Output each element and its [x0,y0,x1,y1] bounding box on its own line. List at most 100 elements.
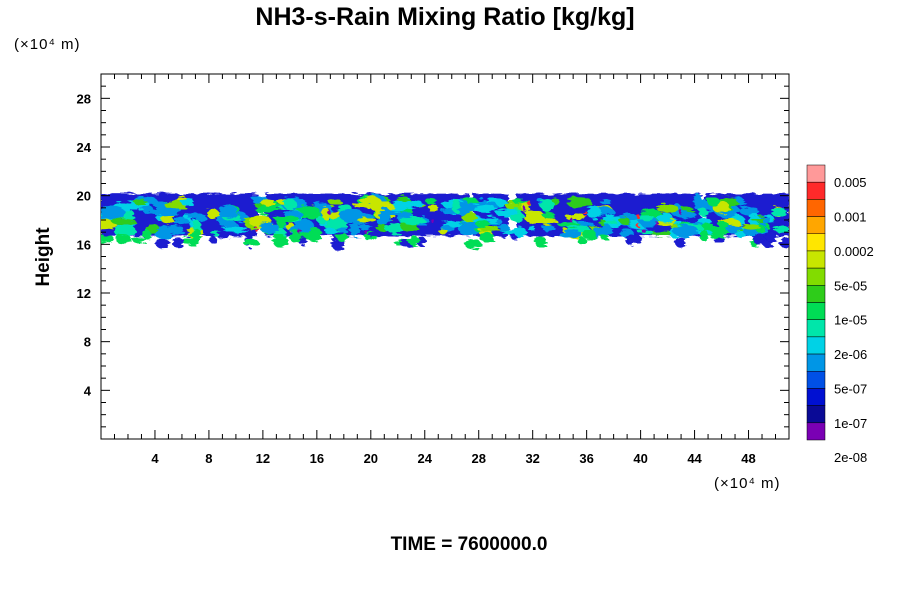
rain-cell [488,198,507,203]
rain-drip [479,231,495,243]
rain-cell [206,208,220,219]
rain-cell [527,225,536,231]
x-tick-label: 12 [256,451,270,466]
rain-cell [603,220,618,226]
rain-cell [599,199,612,204]
rain-cell [707,196,721,207]
y-tick-label: 12 [77,286,91,301]
chart-title: NH3-s-Rain Mixing Ratio [kg/kg] [255,3,634,31]
rain-cell [424,198,438,204]
rain-cell [349,223,360,237]
rain-speck [255,227,259,233]
x-tick-label: 48 [741,451,755,466]
rain-drip [142,229,151,240]
x-tick-label: 20 [364,451,378,466]
rain-speck [297,228,301,234]
time-label: TIME = 7600000.0 [391,534,548,555]
x-tick-label: 44 [687,451,702,466]
rain-cell [328,199,342,205]
colorbar-label: 0.001 [834,210,867,225]
rain-speck [655,221,659,227]
rain-layer-field [101,191,789,251]
rain-cell [114,224,136,237]
rain-speck [678,209,682,215]
y-axis: 4 8 12 16 20 24 28 [77,85,789,428]
colorbar-swatch [806,267,826,286]
rain-cell [180,197,195,207]
rain-cell [587,206,602,219]
rain-drip [763,232,778,241]
colorbar-swatch [806,164,826,183]
rain-drip [307,231,322,243]
rain-speck [642,228,646,234]
rain-speck [636,222,640,228]
rain-cell [329,212,339,220]
rain-cell [726,225,743,234]
rain-cell [428,204,439,213]
rain-cell [321,206,330,220]
rain-cell [339,208,361,222]
rain-drip [577,237,587,245]
colorbar-label: 1e-05 [834,313,867,328]
colorbar-label: 2e-06 [834,347,867,362]
x-axis: 4 8 12 16 20 24 28 32 36 40 44 48 [113,74,777,466]
rain-cell [111,218,136,225]
rain-drip [510,234,517,239]
y-tick-label: 4 [84,383,92,398]
rain-cell [762,216,772,225]
colorbar-label: 1e-07 [834,416,867,431]
rain-drip [298,236,307,246]
rain-speck [364,228,368,234]
colorbar-label: 2e-08 [834,450,867,465]
rain-drip [155,238,171,249]
rain-cell [399,216,426,225]
colorbar-swatch [806,422,826,441]
rain-cell [148,209,163,214]
rain-drip [217,231,231,240]
rain-cell [460,225,475,235]
rain-cell [134,199,148,206]
rain-cell [222,226,248,233]
rain-cell [566,197,593,208]
x-unit-label: (×10⁴ m) [714,475,781,492]
rain-cell [656,203,679,213]
x-tick-label: 40 [633,451,647,466]
colorbar-swatch [806,353,826,372]
rain-cell [565,213,586,221]
rain-speck [522,206,526,212]
colorbar-swatch [806,216,826,234]
rain-speck [636,213,640,219]
rain-drip [713,237,725,243]
rain-cell [674,210,697,218]
rain-cell [260,198,275,206]
x-tick-label: 8 [205,451,212,466]
x-tick-label: 24 [418,451,433,466]
y-tick-label: 28 [77,91,91,106]
rain-cell [398,200,424,210]
rain-drip [779,238,789,248]
rain-cell [358,224,373,230]
rain-cell [259,222,280,234]
rain-speck [527,200,531,206]
rain-drip [675,236,686,248]
x-tick-label: 28 [471,451,485,466]
rain-cell [387,222,404,235]
x-tick-label: 4 [151,451,159,466]
x-tick-label: 32 [525,451,539,466]
rain-drip [600,235,610,241]
colorbar-label: 0.005 [834,175,867,190]
colorbar: 0.005 0.001 0.0002 5e-05 1e-05 2e-06 5e-07 1e-0… [806,164,874,465]
rain-cell [558,229,583,239]
colorbar-swatch [806,336,826,355]
rain-cell [324,228,337,235]
colorbar-swatch [806,199,826,217]
rain-cell [475,220,490,228]
rain-cell [477,226,500,231]
x-tick-label: 36 [579,451,593,466]
rain-cell [649,230,675,237]
rain-speck [431,218,435,224]
rain-cell [101,206,126,220]
rain-cell [438,228,449,235]
colorbar-swatch [806,250,826,269]
